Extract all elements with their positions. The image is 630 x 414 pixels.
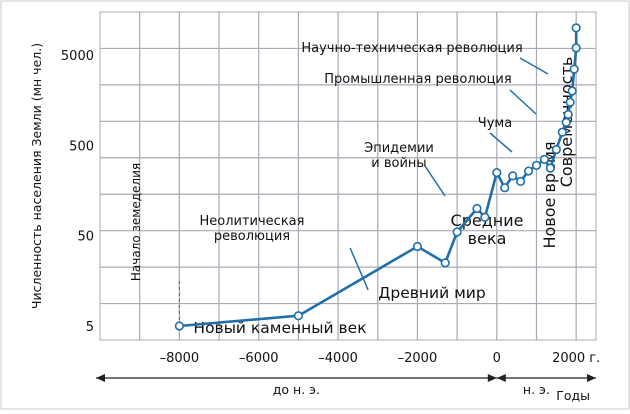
annotations: Начало земеделия Неолитическая революция Эп… bbox=[129, 41, 576, 337]
annotation-leader bbox=[349, 247, 369, 291]
x-tick-label: –6000 bbox=[239, 351, 279, 366]
annotation-ancient-world: Древний мир bbox=[378, 284, 485, 302]
era-arrow-ad-head bbox=[496, 374, 506, 382]
data-point bbox=[561, 117, 571, 127]
data-point bbox=[539, 154, 550, 164]
axes: 5 50 500 5000 Численность населения Земли (м… bbox=[29, 43, 600, 403]
x-tick-label: 0 bbox=[493, 351, 501, 366]
y-axis-label: Численность населения Земли (мн чел.) bbox=[29, 43, 44, 309]
data-point bbox=[551, 144, 561, 155]
grid bbox=[99, 11, 597, 341]
data-point bbox=[293, 311, 304, 321]
y-tick-label: 500 bbox=[69, 139, 94, 154]
data-point bbox=[440, 258, 450, 268]
annotation-plague: Чума bbox=[478, 116, 512, 131]
annotation-leader bbox=[509, 89, 537, 115]
annotation-epidemics: Эпидемии и войны bbox=[364, 141, 434, 171]
data-point bbox=[480, 212, 490, 222]
data-point bbox=[557, 127, 567, 137]
data-point bbox=[472, 203, 482, 214]
x-tick-label: –4000 bbox=[318, 351, 358, 366]
data-point bbox=[492, 167, 502, 178]
annotation-neolithic: Неолитическая революция bbox=[200, 214, 305, 244]
data-point bbox=[412, 241, 423, 252]
annotation-start-farming: Начало земеделия bbox=[129, 163, 143, 281]
x-tick-label: –2000 bbox=[398, 351, 438, 366]
x-tick-label: –8000 bbox=[160, 351, 200, 366]
data-point bbox=[531, 160, 542, 171]
annotation-leader bbox=[489, 132, 513, 153]
data-point bbox=[569, 64, 579, 74]
annotation-leader bbox=[424, 165, 446, 197]
annotation-scitech: Научно-техническая революция bbox=[301, 41, 522, 56]
data-point bbox=[565, 97, 575, 107]
data-point bbox=[567, 86, 577, 96]
data-point bbox=[563, 109, 573, 120]
era-arrow-ad-tail bbox=[587, 374, 596, 382]
data-point bbox=[571, 43, 581, 53]
annotation-industrial: Промышленная революция bbox=[324, 72, 511, 87]
annotation-leader bbox=[519, 57, 549, 75]
x-tick-label: 2000 г. bbox=[552, 351, 600, 366]
x-axis-label: Годы bbox=[556, 388, 590, 403]
annotation-neolithic-age: Новый каменный век bbox=[193, 319, 366, 337]
data-point bbox=[545, 163, 555, 173]
era-bc-label: до н. э. bbox=[273, 382, 320, 397]
data-point bbox=[508, 171, 518, 181]
era-arrow-bc-tail bbox=[487, 374, 497, 382]
y-tick-label: 5000 bbox=[61, 49, 94, 64]
data-point bbox=[452, 227, 462, 237]
era-ad-label: н. э. bbox=[523, 382, 550, 397]
data-point bbox=[516, 176, 526, 186]
plot-area bbox=[99, 11, 597, 341]
data-point bbox=[523, 166, 534, 176]
y-tick-label: 5 bbox=[86, 320, 94, 335]
data-point bbox=[571, 23, 581, 33]
data-point bbox=[500, 183, 510, 193]
y-tick-label: 50 bbox=[77, 230, 94, 245]
series-population bbox=[174, 23, 581, 331]
era-arrow-bc-head bbox=[96, 374, 105, 382]
data-point bbox=[174, 321, 184, 331]
